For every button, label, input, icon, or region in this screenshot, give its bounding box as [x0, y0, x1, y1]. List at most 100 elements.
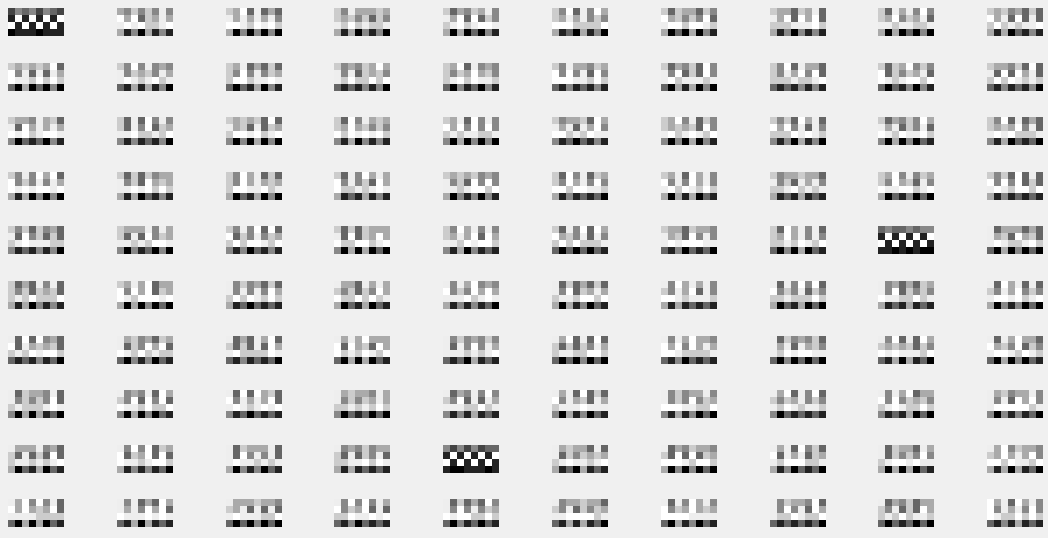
tile-cell: [661, 411, 668, 418]
tile-cell: [819, 506, 826, 513]
tile-cell: [913, 390, 920, 397]
tile-cell: [369, 8, 376, 15]
tile-cell: [334, 404, 341, 411]
tile-cell: [383, 233, 390, 240]
tile-cell: [124, 506, 131, 513]
tile-cell: [341, 84, 348, 91]
tile-cell: [254, 404, 261, 411]
tile-cell: [471, 8, 478, 15]
tile-cell: [805, 288, 812, 295]
tile-cell: [703, 179, 710, 186]
tile-cell: [464, 226, 471, 233]
tile-cell: [247, 8, 254, 15]
tile-cell: [1008, 84, 1015, 91]
tile-cell: [254, 8, 261, 15]
tile-cell: [478, 357, 485, 364]
tile-cell: [152, 15, 159, 22]
tile-cell: [348, 459, 355, 466]
tile-cell: [770, 288, 777, 295]
tile-cell: [819, 186, 826, 193]
tile-cell: [892, 357, 899, 364]
tile-cell: [1036, 404, 1043, 411]
tile-cell: [798, 459, 805, 466]
tile-cell: [457, 397, 464, 404]
tile-cell: [450, 336, 457, 343]
tile-cell: [159, 117, 166, 124]
tile-cell: [261, 288, 268, 295]
tile-cell: [580, 288, 587, 295]
tile-pattern: [552, 445, 608, 473]
tile-cell: [233, 499, 240, 506]
tile-cell: [552, 288, 559, 295]
tile-cell: [50, 22, 57, 29]
tile-cell: [710, 138, 717, 145]
tile-cell: [131, 302, 138, 309]
tile-cell: [254, 186, 261, 193]
tile-cell: [885, 84, 892, 91]
tile-cell: [675, 295, 682, 302]
tile-cell: [675, 357, 682, 364]
tile-cell: [899, 445, 906, 452]
tile-cell: [689, 288, 696, 295]
tile-cell: [552, 506, 559, 513]
tile-cell: [1001, 343, 1008, 350]
tile-pattern: [552, 63, 608, 91]
tile-cell: [587, 63, 594, 70]
tile-cell: [8, 8, 15, 15]
tile-cell: [8, 343, 15, 350]
tile-cell: [247, 295, 254, 302]
tile-cell: [573, 357, 580, 364]
tile-cell: [369, 445, 376, 452]
tile-cell: [443, 520, 450, 527]
tile-cell: [159, 445, 166, 452]
tile-cell: [464, 411, 471, 418]
tile-pattern: [770, 117, 826, 145]
tile-cell: [805, 172, 812, 179]
tile-cell: [159, 77, 166, 84]
tile-cell: [50, 336, 57, 343]
tile-cell: [166, 240, 173, 247]
tile-cell: [552, 8, 559, 15]
tile-cell: [1029, 513, 1036, 520]
tile-cell: [485, 295, 492, 302]
tile-cell: [1022, 172, 1029, 179]
tile-cell: [559, 295, 566, 302]
tile-cell: [906, 29, 913, 36]
tile-cell: [927, 84, 934, 91]
tile-cell: [145, 281, 152, 288]
tile-pattern: [226, 8, 282, 36]
tile-cell: [492, 445, 499, 452]
tile-cell: [159, 29, 166, 36]
tile-cell: [145, 357, 152, 364]
tile-cell: [471, 466, 478, 473]
tile-cell: [8, 226, 15, 233]
tile-cell: [145, 459, 152, 466]
tile-cell: [573, 63, 580, 70]
tile-cell: [450, 302, 457, 309]
tile-cell: [369, 186, 376, 193]
tile-cell: [355, 117, 362, 124]
tile-cell: [892, 226, 899, 233]
tile-cell: [492, 411, 499, 418]
tile-cell: [226, 295, 233, 302]
tile-cell: [770, 295, 777, 302]
tile-cell: [689, 302, 696, 309]
tile-cell: [478, 84, 485, 91]
tile-cell: [1008, 186, 1015, 193]
tile-cell: [450, 459, 457, 466]
tile-cell: [1015, 84, 1022, 91]
tile-cell: [552, 336, 559, 343]
tile-cell: [22, 281, 29, 288]
tile-cell: [376, 281, 383, 288]
tile-cell: [812, 179, 819, 186]
tile-cell: [355, 445, 362, 452]
tile-cell: [812, 131, 819, 138]
tile-cell: [770, 117, 777, 124]
tile-cell: [485, 357, 492, 364]
tile-cell: [138, 336, 145, 343]
tile-cell: [240, 357, 247, 364]
tile-cell: [50, 404, 57, 411]
tile-cell: [464, 302, 471, 309]
tile-cell: [703, 404, 710, 411]
tile-cell: [117, 247, 124, 254]
